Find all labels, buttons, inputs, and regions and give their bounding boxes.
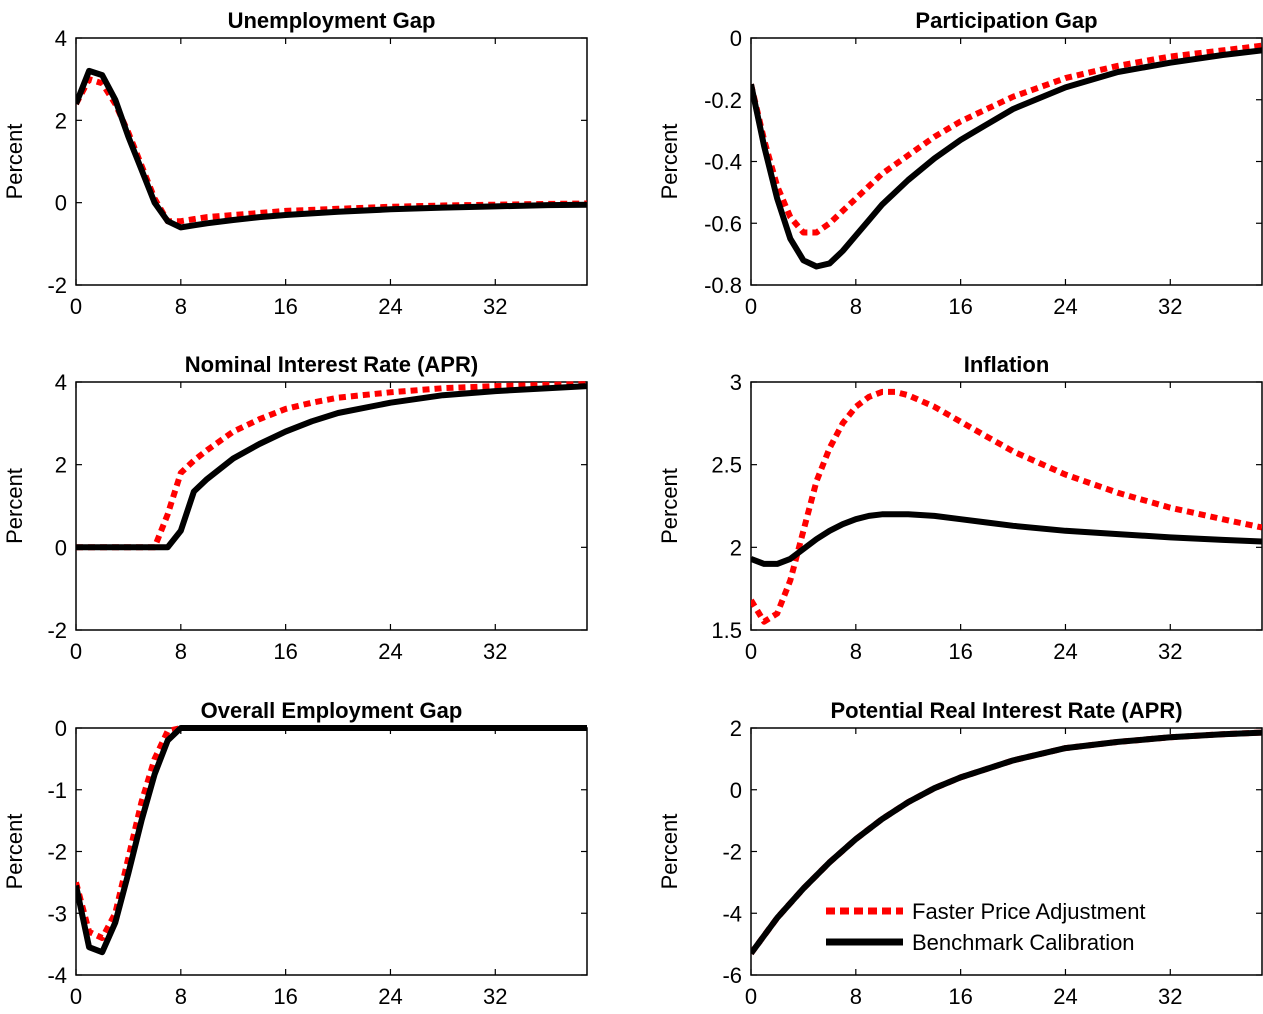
panel-5-y-tick-label: -3 — [47, 901, 67, 926]
panel-2-plot-area — [751, 42, 1262, 270]
panel-6-y-tick-label: -2 — [722, 840, 742, 865]
panel-4-y-tick-label: 3 — [730, 370, 742, 395]
panel-6-x-tick-label: 0 — [745, 984, 757, 1009]
panel-3-y-axis-label: Percent — [2, 468, 27, 544]
panel-3-title: Nominal Interest Rate (APR) — [185, 352, 478, 377]
panel-2-x-tick-label: 8 — [850, 294, 862, 319]
panel-4-series-benchmark-calibration — [751, 511, 1262, 567]
panel-5-y-tick-label: -1 — [47, 778, 67, 803]
panel-2-y-tick-label: -0.4 — [704, 150, 742, 175]
panel-1-y-tick-label: 0 — [55, 191, 67, 216]
panel-2-series-benchmark-calibration — [751, 47, 1262, 270]
panel-2-participation-gap: 0 8 16 24 32 -0.8 -0.6 -0.4 -0.2 0 Participation G… — [657, 8, 1263, 319]
panel-1-y-tick-label: 4 — [55, 26, 67, 51]
panel-4-x-tick-label: 8 — [850, 639, 862, 664]
panel-4-title: Inflation — [964, 352, 1050, 377]
panel-5-series-faster-price-adjustment — [76, 725, 587, 941]
panel-5-series-benchmark-calibration — [76, 725, 587, 956]
panel-4-x-tick-label: 24 — [1053, 639, 1077, 664]
panel-1-x-tick-label: 24 — [378, 294, 402, 319]
panel-2-axes-frame — [750, 37, 1263, 286]
panel-3-y-tick-label: 4 — [55, 370, 67, 395]
panel-5-y-tick-label: 0 — [55, 716, 67, 741]
panel-2-y-tick-label: -0.2 — [704, 88, 742, 113]
panel-6-x-tick-label: 16 — [948, 984, 972, 1009]
panel-4-inflation: 0 8 16 24 32 1.5 2 2.5 3 Inflation Percent — [657, 352, 1263, 664]
panel-6-x-tick-label: 32 — [1158, 984, 1182, 1009]
panel-1-y-axis-label: Percent — [2, 124, 27, 200]
panel-6-y-tick-label: -4 — [722, 901, 742, 926]
panel-3-y-tick-label: 2 — [55, 453, 67, 478]
legend-label-benchmark-calibration: Benchmark Calibration — [912, 930, 1135, 955]
panel-3-x-tick-label: 24 — [378, 639, 402, 664]
panel-3-x-tick-label: 8 — [175, 639, 187, 664]
panel-5-x-tick-label: 0 — [70, 984, 82, 1009]
panel-4-x-tick-label: 16 — [948, 639, 972, 664]
panel-2-x-tick-label: 0 — [745, 294, 757, 319]
panel-5-x-tick-label: 16 — [273, 984, 297, 1009]
panel-4-y-tick-label: 1.5 — [711, 618, 742, 643]
legend-label-faster-price-adjustment: Faster Price Adjustment — [912, 899, 1146, 924]
panel-2-series-faster-price-adjustment — [751, 42, 1262, 236]
panel-3-y-tick-label: -2 — [47, 618, 67, 643]
panel-1-title: Unemployment Gap — [228, 8, 436, 33]
panel-5-y-tick-label: -2 — [47, 840, 67, 865]
panel-3-plot-area — [76, 381, 587, 551]
panel-4-y-axis-label: Percent — [657, 468, 682, 544]
panel-4-x-tick-label: 32 — [1158, 639, 1182, 664]
panel-6-potential-real-interest-rate-apr: 0 8 16 24 32 -6 -4 -2 0 2 Potential Real Interest … — [657, 698, 1263, 1009]
panel-5-y-tick-label: -4 — [47, 963, 67, 988]
panel-6-y-tick-label: 0 — [730, 778, 742, 803]
panel-1-axes-frame — [75, 37, 588, 286]
panel-4-plot-area — [751, 388, 1262, 625]
panel-5-x-tick-label: 24 — [378, 984, 402, 1009]
panel-5-x-tick-label: 32 — [483, 984, 507, 1009]
panel-3-x-tick-label: 32 — [483, 639, 507, 664]
panel-1-x-tick-label: 0 — [70, 294, 82, 319]
panel-1-x-tick-label: 8 — [175, 294, 187, 319]
panel-2-x-tick-label: 32 — [1158, 294, 1182, 319]
panel-1-series-benchmark-calibration — [76, 67, 587, 231]
legend: Faster Price Adjustment Benchmark Calibra… — [826, 899, 1146, 955]
panel-2-y-tick-label: 0 — [730, 26, 742, 51]
panel-5-plot-area — [76, 725, 587, 956]
panel-4-y-tick-label: 2 — [730, 535, 742, 560]
panel-1-y-tick-label: 2 — [55, 108, 67, 133]
panel-2-y-tick-label: -0.6 — [704, 211, 742, 236]
panel-4-axes-frame — [750, 381, 1263, 631]
panel-1-x-tick-label: 16 — [273, 294, 297, 319]
panel-6-series-benchmark-calibration — [751, 729, 1262, 956]
panel-1-plot-area — [76, 67, 587, 231]
panel-2-y-tick-label: -0.8 — [704, 273, 742, 298]
panel-3-axes-frame — [75, 381, 588, 631]
panel-5-overall-employment-gap: 0 8 16 24 32 -4 -3 -2 -1 0 Overall Employment Gap P… — [2, 698, 588, 1009]
panel-1-y-tick-label: -2 — [47, 273, 67, 298]
panel-6-title: Potential Real Interest Rate (APR) — [830, 698, 1182, 723]
panel-2-x-tick-label: 24 — [1053, 294, 1077, 319]
panel-2-y-axis-label: Percent — [657, 124, 682, 200]
panel-6-y-tick-label: 2 — [730, 716, 742, 741]
panel-3-x-tick-label: 16 — [273, 639, 297, 664]
panel-6-y-axis-label: Percent — [657, 814, 682, 890]
panel-2-x-tick-label: 16 — [948, 294, 972, 319]
panel-4-y-tick-label: 2.5 — [711, 453, 742, 478]
panel-5-x-tick-label: 8 — [175, 984, 187, 1009]
panel-6-plot-area — [751, 729, 1262, 956]
panel-4-x-tick-label: 0 — [745, 639, 757, 664]
panel-2-title: Participation Gap — [915, 8, 1097, 33]
panel-3-series-benchmark-calibration — [76, 383, 587, 551]
panel-6-x-tick-label: 8 — [850, 984, 862, 1009]
panel-4-series-faster-price-adjustment — [751, 388, 1262, 625]
panel-3-series-faster-price-adjustment — [76, 381, 587, 551]
panel-6-y-tick-label: -6 — [722, 963, 742, 988]
panel-5-y-axis-label: Percent — [2, 814, 27, 890]
panel-6-x-tick-label: 24 — [1053, 984, 1077, 1009]
panel-3-y-tick-label: 0 — [55, 535, 67, 560]
panel-3-x-tick-label: 0 — [70, 639, 82, 664]
panel-1-x-tick-label: 32 — [483, 294, 507, 319]
panel-5-title: Overall Employment Gap — [201, 698, 463, 723]
